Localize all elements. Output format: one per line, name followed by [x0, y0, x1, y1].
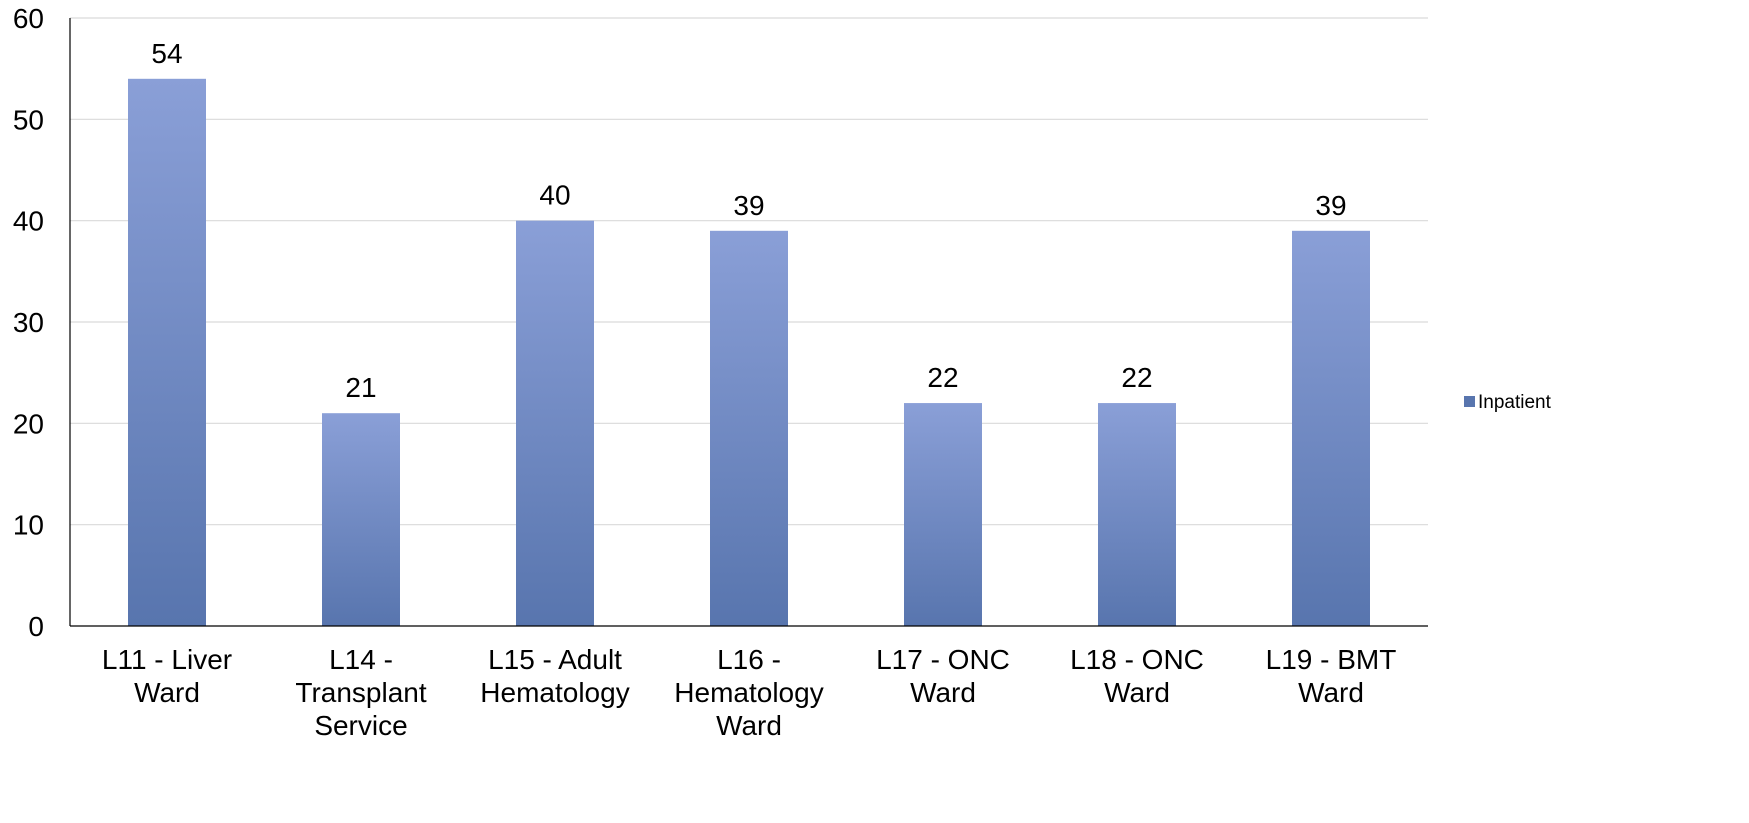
axes: [69, 18, 1428, 627]
bar: [1292, 230, 1370, 627]
bar: [710, 230, 788, 627]
x-tick-label: L19 - BMT Ward: [1266, 644, 1397, 708]
bars: [128, 78, 1370, 627]
data-label: 22: [927, 362, 958, 393]
y-tick-label: 60: [13, 3, 44, 34]
y-tick-label: 20: [13, 408, 44, 439]
y-tick-label: 40: [13, 206, 44, 237]
data-label: 22: [1121, 362, 1152, 393]
y-tick-label: 0: [28, 611, 44, 642]
x-tick-label: L15 - Adult Hematology: [480, 644, 629, 708]
x-tick-label: L18 - ONC Ward: [1070, 644, 1204, 708]
bar: [128, 78, 206, 627]
x-tick-label: L11 - Liver Ward: [102, 644, 232, 708]
data-label: 54: [151, 38, 182, 69]
data-label: 40: [539, 180, 570, 211]
y-tick-labels: 0 10 20 30 40 50 60: [13, 3, 44, 642]
legend-label-inpatient: Inpatient: [1478, 392, 1552, 413]
x-category-labels: L11 - Liver Ward L14 -Transplant Service L15…: [102, 644, 1396, 741]
bar: [516, 220, 594, 626]
x-tick-label: L16 -Hematology Ward: [674, 644, 823, 741]
data-labels: 54 21 40 39 22 22 39: [151, 38, 1346, 403]
bar: [1098, 403, 1176, 626]
data-label: 21: [345, 372, 376, 403]
legend-swatch-inpatient: [1464, 396, 1475, 407]
data-label: 39: [1315, 190, 1346, 221]
y-tick-label: 30: [13, 307, 44, 338]
bar: [322, 413, 400, 626]
legend: Inpatient: [1464, 392, 1552, 413]
bar: [904, 403, 982, 626]
y-tick-label: 10: [13, 510, 44, 541]
data-label: 39: [733, 190, 764, 221]
x-tick-label: L17 - ONC Ward: [876, 644, 1010, 708]
y-tick-label: 50: [13, 104, 44, 135]
x-tick-label: L14 -Transplant Service: [295, 644, 426, 741]
